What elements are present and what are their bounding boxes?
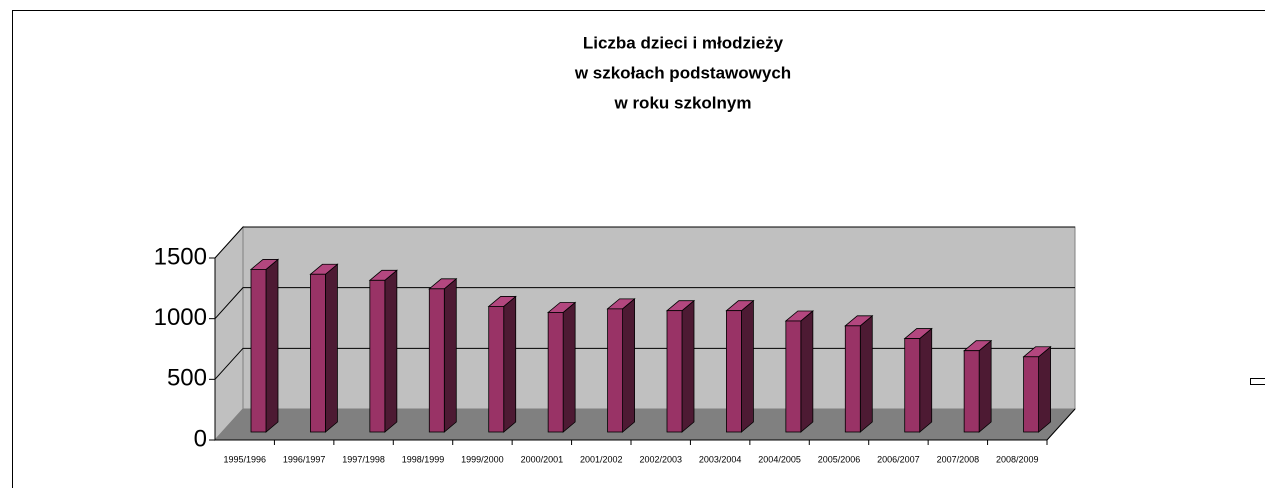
bar-side	[681, 299, 695, 433]
handle	[1250, 378, 1265, 385]
bar	[310, 273, 326, 433]
grid-line	[214, 226, 1075, 259]
x-tick-label: 2006/2007	[877, 454, 920, 464]
bar-side	[562, 301, 576, 433]
x-tick-label: 1998/1999	[402, 454, 445, 464]
bar	[785, 320, 802, 433]
x-tick-label: 2004/2005	[758, 454, 801, 464]
bar-side	[1038, 345, 1051, 433]
x-tick-label: 1996/1997	[283, 454, 326, 464]
bar-side	[978, 339, 992, 433]
bar-side	[859, 314, 873, 433]
bar	[250, 269, 267, 433]
bar	[547, 312, 564, 433]
bar-side	[503, 295, 517, 433]
x-tick-label: 2000/2001	[521, 454, 564, 464]
x-tick-label: 2007/2008	[937, 454, 980, 464]
floor	[213, 408, 1077, 441]
chart-title: w roku szkolnym	[614, 93, 752, 112]
bar-side	[919, 327, 933, 433]
bar	[428, 288, 445, 433]
x-tick-label: 2001/2002	[580, 454, 623, 464]
x-tick-label: 1999/2000	[461, 454, 504, 464]
bar	[488, 306, 505, 433]
bar-side	[800, 310, 814, 433]
y-tick-label: 500	[167, 365, 207, 392]
bar	[666, 310, 683, 433]
bar-side	[741, 299, 754, 433]
bar	[1023, 356, 1039, 433]
grid-line	[214, 287, 1075, 320]
bar	[963, 350, 980, 433]
x-tick-label: 2002/2003	[639, 454, 682, 464]
bar	[904, 338, 921, 433]
x-tick-label: 2003/2004	[699, 454, 742, 464]
x-tick-label: 1997/1998	[342, 454, 385, 464]
back-wall	[242, 226, 1076, 410]
y-tick-label: 1000	[154, 304, 207, 331]
bar-side	[265, 258, 279, 433]
x-tick-label: 2005/2006	[818, 454, 861, 464]
y-tick-label: 0	[194, 425, 207, 452]
bar	[369, 279, 386, 433]
chart-title: Liczba dzieci i młodzieży	[583, 33, 784, 52]
side-wall	[214, 225, 244, 442]
bar	[844, 325, 861, 433]
y-tick-label: 1500	[154, 243, 207, 270]
x-axis-depth	[1046, 408, 1076, 441]
bar-side	[384, 269, 398, 433]
x-tick-label: 1995/1996	[223, 454, 266, 464]
x-tick-label: 2008/2009	[996, 454, 1039, 464]
bar-side	[622, 297, 635, 433]
bar	[726, 310, 742, 433]
bar	[607, 308, 623, 433]
bar-side	[443, 277, 457, 433]
bar-side	[325, 263, 338, 433]
chart-title: w szkołach podstawowych	[574, 63, 791, 82]
